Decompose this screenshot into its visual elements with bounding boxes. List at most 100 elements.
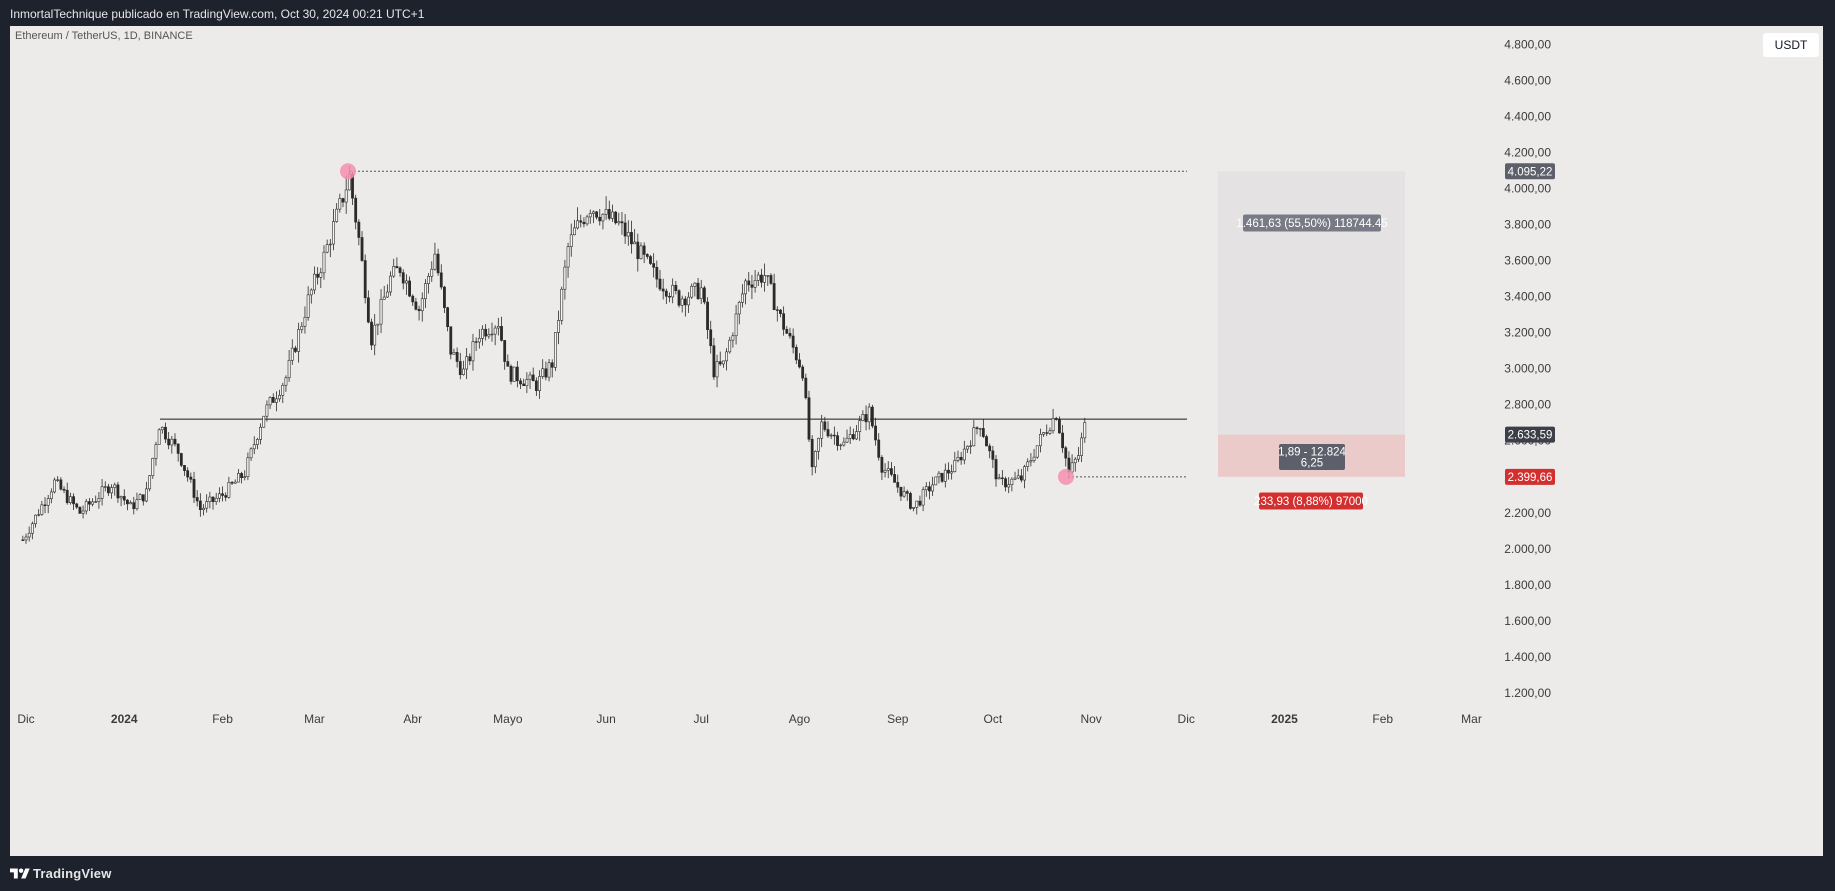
price-tick-label: 4.400,00: [1504, 109, 1551, 123]
candle-body: [775, 309, 779, 311]
price-tag-stop[interactable]: 2.399,66: [1505, 468, 1555, 485]
candle-body: [534, 380, 538, 391]
swing-low-marker[interactable]: [1058, 468, 1074, 485]
candle-body: [839, 444, 843, 447]
candle-body: [1026, 461, 1030, 467]
annotation-lines: [160, 170, 1187, 478]
candle-body: [1058, 419, 1061, 434]
candle-body: [579, 220, 583, 223]
candle-body: [842, 441, 846, 446]
candle-body: [366, 297, 370, 323]
publish-header: InmortalTechnique publicado en TradingVi…: [0, 0, 1835, 26]
candle-body: [604, 209, 608, 215]
candle-body: [1048, 430, 1052, 434]
target-zone[interactable]: [1218, 171, 1405, 435]
candle-body: [53, 479, 56, 493]
candle-body: [636, 241, 640, 260]
candle-body: [683, 298, 687, 306]
candle-body: [404, 280, 408, 284]
candle-body: [236, 473, 240, 483]
price-tag-target[interactable]: 4.095,22: [1505, 163, 1555, 180]
candle-body: [592, 211, 595, 214]
candle-body: [753, 280, 757, 288]
candle-body: [598, 216, 602, 222]
candle-body: [870, 406, 874, 427]
tradingview-logo-icon[interactable]: [10, 866, 30, 882]
candle-body: [538, 376, 541, 391]
candle-body: [975, 427, 979, 429]
price-tick-label: 4.200,00: [1504, 145, 1551, 159]
candle-body: [370, 321, 373, 346]
candle-body: [344, 189, 348, 203]
candle-body: [487, 334, 491, 337]
candle-body: [141, 494, 145, 502]
candle-body: [509, 366, 513, 382]
candle-body: [1070, 462, 1074, 473]
candle-body: [427, 276, 430, 284]
time-axis[interactable]: Dic 2024 Feb Mar Abr Mayo Jun Jul Ago Sep Oct Nov Di…: [17, 712, 1482, 726]
currency-button[interactable]: USDT: [1763, 33, 1819, 57]
candle-body: [912, 506, 916, 509]
price-tag-entry[interactable]: 2.633,59: [1505, 426, 1555, 443]
footer-brand[interactable]: TradingView: [33, 866, 112, 881]
swing-high-marker[interactable]: [340, 163, 356, 180]
price-tick-label: 2.800,00: [1504, 398, 1551, 412]
candle-body: [1004, 478, 1007, 488]
candle-body: [160, 426, 164, 431]
candle-body: [1054, 418, 1058, 420]
candle-body: [890, 468, 893, 475]
candle-body: [737, 302, 741, 315]
candle-body: [563, 266, 567, 290]
time-tick-label: Feb: [1372, 712, 1393, 726]
candle-body: [154, 444, 158, 459]
candle-body: [24, 536, 28, 541]
time-tick-label: Abr: [403, 712, 422, 726]
time-tick-label: Ago: [789, 712, 811, 726]
candle-body: [284, 377, 288, 386]
candle-body: [623, 222, 627, 237]
candle-body: [880, 457, 884, 473]
candle-body: [934, 476, 938, 486]
candle-body: [820, 421, 824, 439]
candle-body: [484, 328, 488, 337]
candle-body: [265, 404, 269, 417]
candle-body: [1039, 433, 1042, 447]
price-tick-label: 3.600,00: [1504, 254, 1551, 268]
candle-body: [744, 280, 747, 295]
target-label[interactable]: 1.461,63 (55,50%) 118744.45: [1236, 214, 1388, 232]
candle-body: [246, 457, 250, 477]
time-tick-label: Jun: [596, 712, 615, 726]
candle-body: [78, 506, 82, 514]
candle-body: [772, 283, 776, 311]
candle-body: [550, 362, 554, 368]
candle-body: [728, 339, 732, 353]
candle-body: [655, 267, 659, 280]
candle-body: [943, 469, 947, 482]
candle-body: [287, 359, 291, 379]
candle-body: [303, 317, 307, 327]
candle-body: [1010, 478, 1014, 485]
candle-body: [97, 498, 101, 502]
candle-body: [503, 340, 507, 362]
candle-body: [420, 298, 424, 312]
candle-body: [607, 209, 611, 219]
candle-body: [928, 486, 931, 492]
candle-body: [455, 351, 459, 362]
candle-body: [316, 273, 320, 278]
candle-body: [398, 267, 402, 273]
candle-body: [1061, 432, 1064, 449]
candle-body: [408, 280, 411, 297]
stop-label[interactable]: 233,93 (8,88%) 97000: [1254, 492, 1368, 510]
candle-body: [341, 198, 345, 203]
candle-body: [88, 501, 91, 505]
candle-body: [1029, 460, 1033, 463]
candle-body: [62, 488, 66, 491]
candle-body: [300, 325, 304, 330]
price-chart[interactable]: 5.200,005.000,004.800,004.600,004.400,00…: [10, 26, 1823, 856]
candle-body: [756, 274, 760, 281]
chart-pane[interactable]: 5.200,005.000,004.800,004.600,004.400,00…: [10, 26, 1823, 856]
price-axis[interactable]: 5.200,005.000,004.800,004.600,004.400,00…: [1504, 26, 1551, 700]
candle-body: [309, 289, 313, 296]
candle-body: [668, 296, 671, 298]
